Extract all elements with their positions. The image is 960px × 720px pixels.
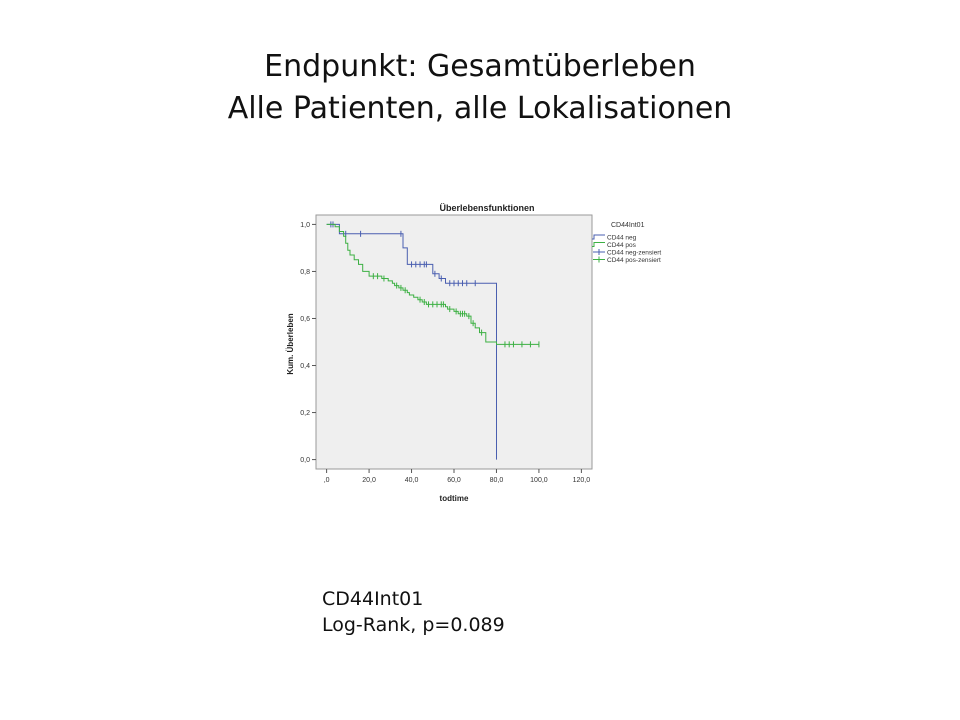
notes-block: CD44Int01 Log-Rank, p=0.089 <box>322 586 505 638</box>
x-axis-label: todtime <box>440 494 469 503</box>
y-tick-label: 0,6 <box>300 316 310 323</box>
x-tick-label: 40,0 <box>405 477 419 484</box>
x-tick-label: 20,0 <box>362 477 376 484</box>
legend-item-label: CD44 neg <box>607 235 637 242</box>
legend-item-label: CD44 neg-zensiert <box>607 250 661 257</box>
y-tick-label: 1,0 <box>300 222 310 229</box>
x-tick-label: ,0 <box>324 477 330 484</box>
variable-name: CD44Int01 <box>322 588 424 610</box>
survival-chart-svg: Überlebensfunktionen todtime Kum. Überle… <box>280 196 680 506</box>
curve-neg <box>326 223 497 460</box>
y-tick-label: 0,8 <box>300 269 310 276</box>
legend-title: CD44Int01 <box>611 222 645 229</box>
legend-swatch <box>592 242 605 247</box>
legend-item-label: CD44 pos <box>607 242 637 249</box>
x-tick-label: 120,0 <box>573 477 591 484</box>
slide-title-line-1: Endpunkt: Gesamtüberleben <box>264 49 696 84</box>
log-rank-result: Log-Rank, p=0.089 <box>322 614 505 636</box>
slide-title-line-2: Alle Patienten, alle Lokalisationen <box>227 91 733 126</box>
survival-chart-figure: Überlebensfunktionen todtime Kum. Überle… <box>280 196 680 506</box>
x-tick-label: 100,0 <box>530 477 548 484</box>
slide-title: Endpunkt: Gesamtüberleben Alle Patienten… <box>0 46 960 130</box>
legend-item-label: CD44 pos-zensiert <box>607 257 661 264</box>
chart-axes: ,0 20,0 40,0 60,0 80,0 100,0 120,0 0,0 0,2 0,4 0,6… <box>300 222 590 484</box>
y-axis-label: Kum. Überleben <box>286 313 295 374</box>
survival-curves <box>326 221 540 460</box>
chart-title: Überlebensfunktionen <box>439 203 534 213</box>
legend-swatch <box>592 234 605 240</box>
x-tick-label: 80,0 <box>490 477 504 484</box>
y-tick-label: 0,4 <box>300 363 310 370</box>
y-tick-label: 0,0 <box>300 457 310 464</box>
plot-area <box>315 214 593 470</box>
y-tick-label: 0,2 <box>300 410 310 417</box>
x-tick-label: 60,0 <box>447 477 461 484</box>
